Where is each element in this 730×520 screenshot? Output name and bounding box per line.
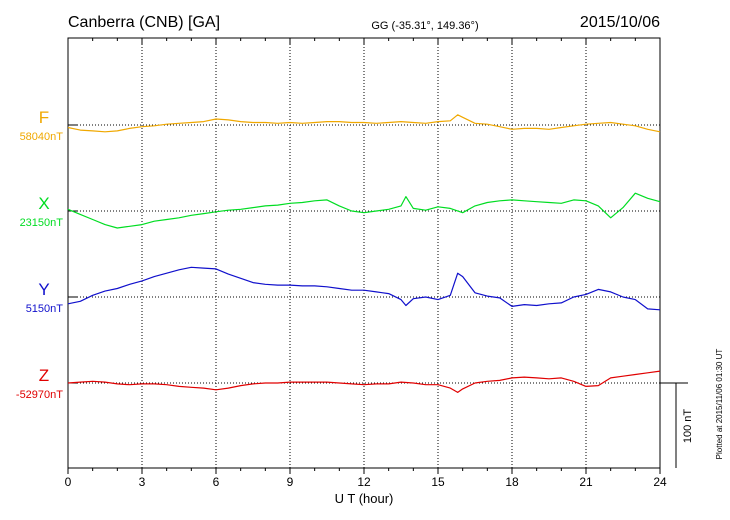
series-line-z [67,370,661,393]
x-tick-label: 9 [287,475,294,489]
series-baseline-label-y: 5150nT [26,303,64,315]
x-tick-label: 12 [357,475,371,489]
plot-frame [67,37,661,469]
x-tick-label: 18 [505,475,519,489]
series-name-f: F [39,108,49,127]
x-tick-label: 15 [431,475,445,489]
series-line-x [67,192,661,229]
x-tick-label: 3 [139,475,146,489]
plotted-note: Plotted at 2015/11/06 01:30 UT [715,349,724,460]
grid [68,38,660,468]
station-coords: GG (-35.31°, 149.36°) [371,20,478,32]
x-axis-label: U T (hour) [335,491,394,506]
x-tick-label: 6 [213,475,220,489]
series-name-z: Z [39,366,49,385]
x-tick-label: 21 [579,475,593,489]
series-baseline-label-z: -52970nT [16,389,63,401]
x-axis-ticks [67,38,661,474]
series-line-y [67,266,661,311]
series-baseline-label-x: 23150nT [20,217,64,229]
series-name-x: X [38,194,49,213]
series-labels: F 58040nT X 23150nT Y 5150nT Z -52970nT [16,108,63,401]
x-tick-label: 24 [653,475,667,489]
series-baseline-label-f: 58040nT [20,131,64,143]
x-axis-tick-labels: 0 3 6 9 12 15 18 21 24 [65,475,667,489]
x-tick-label: 0 [65,475,72,489]
scale-bar-label: 100 nT [682,409,694,444]
series-group [67,114,661,393]
plot-date: 2015/10/06 [580,14,660,31]
series-name-y: Y [38,280,49,299]
station-title: Canberra (CNB) [GA] [68,14,220,31]
series-line-f [67,114,661,133]
scale-bar: 100 nT [660,382,694,468]
